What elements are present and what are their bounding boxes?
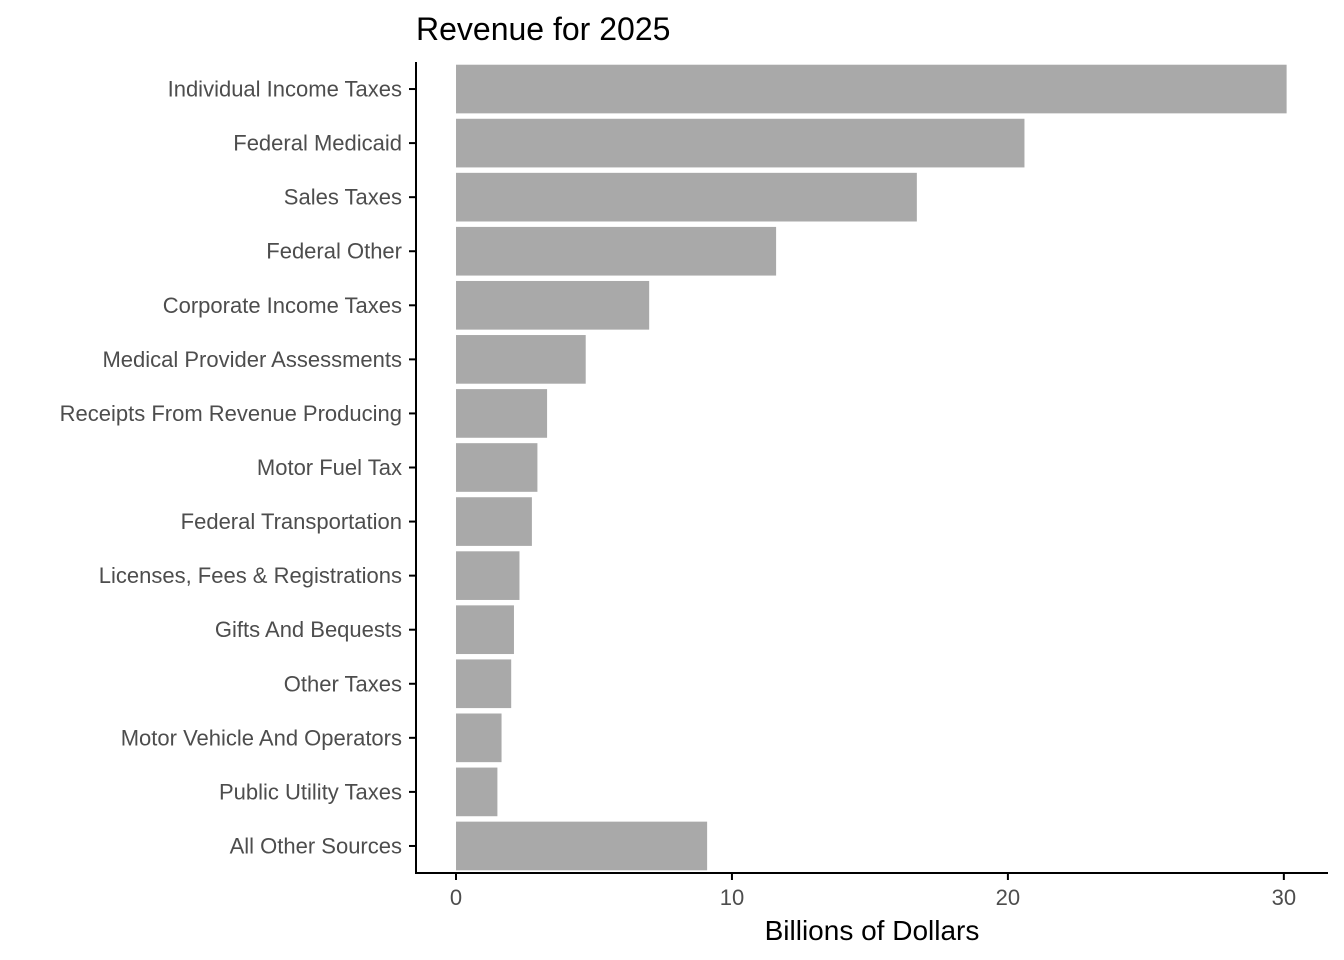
bar-corporate-income-taxes: [456, 280, 650, 330]
x-axis-ticks: 0 10 20 30: [450, 873, 1296, 910]
bar-sales-taxes: [456, 172, 917, 222]
bar-licenses-fees-registrations: [456, 551, 520, 600]
y-tick-label: Individual Income Taxes: [168, 77, 402, 102]
bar-individual-income-taxes: [456, 64, 1287, 114]
x-tick-label: 10: [720, 885, 744, 910]
x-axis-title: Billions of Dollars: [765, 915, 980, 946]
bar-gifts-and-bequests: [456, 605, 514, 655]
bar-federal-other: [456, 226, 777, 276]
y-tick-label: Federal Medicaid: [233, 131, 402, 156]
bars-layer: [456, 64, 1287, 871]
bar-motor-vehicle-and-operators: [456, 713, 502, 763]
y-tick-label: All Other Sources: [230, 833, 402, 858]
x-tick-label: 20: [996, 885, 1020, 910]
y-tick-label: Public Utility Taxes: [219, 779, 402, 804]
y-tick-label: Receipts From Revenue Producing: [60, 401, 402, 426]
bar-federal-transportation: [456, 497, 532, 546]
bar-public-utility-taxes: [456, 767, 498, 817]
y-tick-label: Other Taxes: [284, 671, 402, 696]
chart-title: Revenue for 2025: [416, 11, 670, 47]
bar-other-taxes: [456, 659, 512, 709]
y-tick-label: Sales Taxes: [284, 185, 402, 210]
y-tick-label: Motor Fuel Tax: [257, 455, 402, 480]
y-tick-label: Gifts And Bequests: [215, 617, 402, 642]
y-axis-ticks: Individual Income Taxes Federal Medicaid S…: [60, 77, 416, 858]
bar-all-other-sources: [456, 821, 708, 871]
bar-motor-fuel-tax: [456, 443, 538, 492]
y-tick-label: Licenses, Fees & Registrations: [99, 563, 402, 588]
y-tick-label: Corporate Income Taxes: [163, 293, 402, 318]
bar-receipts-from-revenue-producing: [456, 389, 548, 438]
y-tick-label: Medical Provider Assessments: [102, 347, 402, 372]
y-tick-label: Motor Vehicle And Operators: [121, 725, 402, 750]
x-tick-label: 30: [1272, 885, 1296, 910]
y-tick-label: Federal Other: [266, 239, 402, 264]
bar-federal-medicaid: [456, 118, 1025, 168]
y-tick-label: Federal Transportation: [181, 509, 402, 534]
x-tick-label: 0: [450, 885, 462, 910]
bar-medical-provider-assessments: [456, 335, 586, 384]
